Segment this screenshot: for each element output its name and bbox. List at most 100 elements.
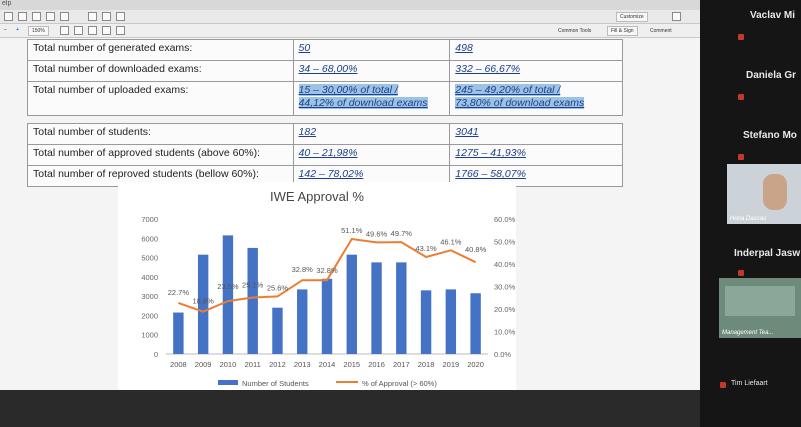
upload-icon[interactable] [88,12,97,21]
help-menu[interactable]: elp [2,0,12,7]
approval-chart: IWE Approval % 0 1000 2000 3000 4000 5000 6000… [118,182,516,390]
rotate-icon[interactable] [88,26,97,35]
data-label: 49.7% [391,229,413,238]
legend-swatch-bars [218,380,238,385]
x-tick-label: 2018 [418,360,435,369]
x-tick-label: 2014 [319,360,336,369]
x-tick-label: 2020 [467,360,484,369]
bar [420,290,432,354]
x-tick-label: 2011 [245,360,261,369]
x-tick-label: 2015 [343,360,360,369]
y-left-tick-label: 4000 [141,273,158,282]
tab-fill-sign[interactable]: Fill & Sign [607,26,638,36]
table-cell-label: Total number of generated exams: [27,39,294,61]
data-label: 43.1% [415,244,437,253]
x-tick-label: 2012 [269,360,286,369]
legend-label: Number of Students [242,379,309,388]
mic-muted-icon [720,382,726,388]
table-cell-label: Total number of uploaded exams: [27,81,294,116]
bar [222,235,234,354]
bar [396,262,407,354]
participant-name: Inderpal Jasw [734,248,801,259]
data-label: 25.6% [267,283,289,292]
table-gap [27,115,623,124]
tab-comment[interactable]: Comment [650,28,672,34]
data-label: 49.6% [366,229,388,238]
search-icon[interactable] [60,12,69,21]
data-label: 40.8% [465,245,487,254]
participant-name: Management Tea... [722,330,774,336]
tab-common-tools[interactable]: Common Tools [558,28,592,34]
redo-icon[interactable] [116,12,125,21]
y-right-tick-label: 0.0% [494,350,511,359]
table-cell-label: Total number of students: [27,123,294,145]
y-right-tick-label: 40.0% [494,260,516,269]
y-left-tick-label: 7000 [141,215,158,224]
table-cell-value: 142 – 78,02% [298,168,364,180]
y-right-tick-label: 50.0% [494,238,516,247]
bar [247,247,258,354]
table-cell-label: Total number of reproved students (bello… [27,165,294,187]
x-tick-label: 2019 [443,360,460,369]
save-icon[interactable] [18,12,27,21]
table-cell-label: Total number of approved students (above… [27,144,294,166]
y-left-tick-label: 6000 [141,234,158,243]
email-icon[interactable] [46,12,55,21]
scroll-mode-icon[interactable] [74,26,83,35]
approval-line [178,237,477,313]
main-toolbar: Customize [0,10,700,24]
x-tick-label: 2008 [170,360,187,369]
table-cell-value: 245 – 49,20% of total / [455,84,561,96]
participant-name: Tim Liefaart [731,380,768,387]
legend-label: % of Approval (> 60%) [362,379,437,388]
page-layout-icon[interactable] [102,26,111,35]
bar [321,278,333,354]
room-scene [725,286,795,316]
home-icon[interactable] [4,12,13,21]
data-label: 32.8% [292,265,314,274]
customize-dropdown[interactable]: Customize [616,12,648,22]
table-cell-value: 3041 [455,126,479,138]
table-cell-value: 1766 – 58,07% [455,168,526,180]
y-right-tick-label: 60.0% [494,215,516,224]
zoom-in-icon[interactable]: + [16,27,19,33]
table-cell-value: 50 [298,42,311,54]
table-cell-value: 15 – 30,00% of total / [298,84,398,96]
table-cell-value: 182 [298,126,317,138]
table-row: Total number of downloaded exams: 34 – 6… [27,60,623,82]
data-label: 25.1% [242,281,264,290]
zoom-out-icon[interactable]: − [4,27,7,33]
x-tick-label: 2009 [195,360,212,369]
zoom-input[interactable]: 150% [28,26,49,36]
x-tick-label: 2017 [393,360,410,369]
table-row: Total number of uploaded exams: 15 – 30,… [27,81,623,116]
data-label: 18.8% [193,297,215,306]
data-label: 46.1% [440,237,462,246]
table-row: Total number of students: 182 3041 [27,123,623,145]
bar [272,307,283,354]
y-left-tick-label: 3000 [141,292,158,301]
table-cell-value: 34 – 68,00% [298,63,358,75]
fit-page-icon[interactable] [60,26,69,35]
x-tick-label: 2013 [294,360,311,369]
y-left-tick-label: 1000 [141,331,158,340]
y-right-tick-label: 10.0% [494,328,516,337]
participant-video[interactable]: Management Tea... [719,278,801,338]
table-cell-label: Total number of downloaded exams: [27,60,294,82]
table-cell-value: 73,80% of download exams [455,97,585,109]
data-label: 22.7% [168,288,190,297]
undo-icon[interactable] [102,12,111,21]
highlight-icon[interactable] [116,26,125,35]
y-left-tick-label: 2000 [141,311,158,320]
data-label: 51.1% [341,226,363,235]
table-row: Total number of generated exams: 50 498 [27,39,623,61]
print-icon[interactable] [32,12,41,21]
participant-name: Daniela Gr [746,70,797,81]
participant-video[interactable]: Horia Dascau [727,164,801,224]
x-tick-label: 2010 [220,360,237,369]
data-label: 23.5% [217,282,239,291]
participant-name: Stefano Mo [743,130,797,141]
mic-muted-icon [738,34,744,40]
person-figure [763,174,787,210]
expand-icon[interactable] [672,12,681,21]
